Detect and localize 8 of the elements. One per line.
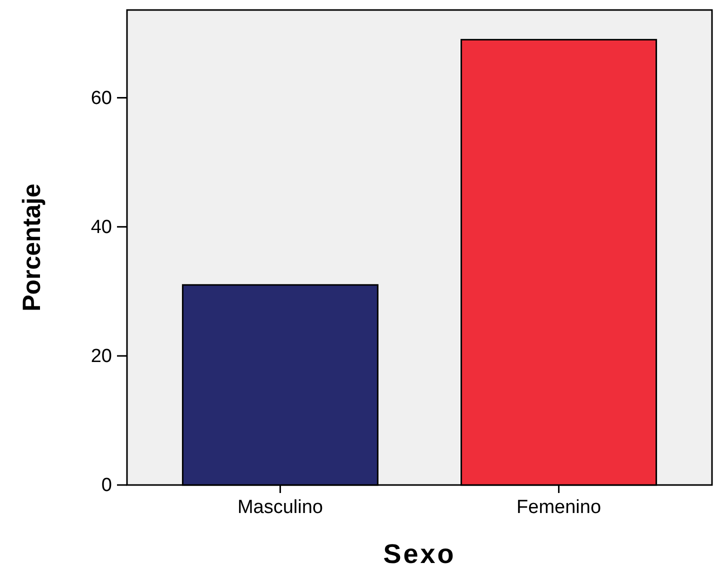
x-tick-label: Masculino (237, 497, 323, 518)
x-tick-label: Femenino (516, 497, 602, 518)
y-tick-label: 60 (90, 88, 112, 109)
y-tick-label: 40 (90, 216, 112, 238)
y-axis-title: Porcentaje (18, 183, 46, 312)
x-axis-title: Sexo (383, 539, 456, 569)
y-tick-label: 20 (90, 346, 112, 368)
y-tick-label: 0 (101, 475, 112, 496)
